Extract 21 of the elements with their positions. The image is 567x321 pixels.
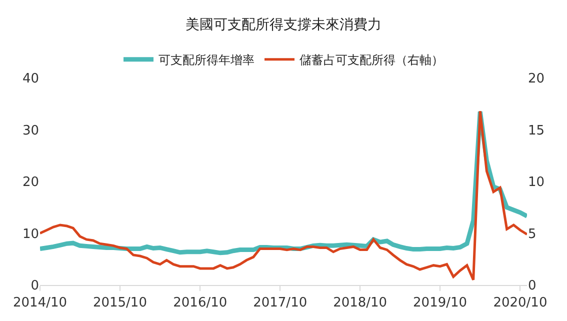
x-tick-label: 2016/10 [173,296,228,311]
line-series [40,110,527,282]
y2-tick-label: 5 [528,226,536,242]
x-tick-label: 2018/10 [333,296,388,311]
x-tick-label: 2020/10 [493,296,548,311]
y2-tick-label: 10 [528,175,545,190]
x-tick-label: 2019/10 [413,296,468,311]
y-tick-label: 0 [30,278,39,294]
x-tick-label: 2015/10 [92,296,147,311]
y2-tick-label: 15 [528,123,545,138]
y-tick-label: 40 [22,72,39,87]
y-tick-label: 30 [22,123,39,138]
legend-label: 儲蓄占可支配所得（右軸） [300,53,444,68]
chart-title: 美國可支配所得支撐未來消費力 [186,17,382,34]
y2-tick-label: 0 [528,278,536,294]
legend-label: 可支配所得年增率 [158,53,254,68]
y-tick-label: 10 [22,226,39,242]
x-tick-label: 2017/10 [253,296,308,311]
y2-tick-label: 20 [528,72,545,87]
x-tick-label: 2014/10 [12,296,68,311]
y-tick-label: 20 [22,175,39,190]
